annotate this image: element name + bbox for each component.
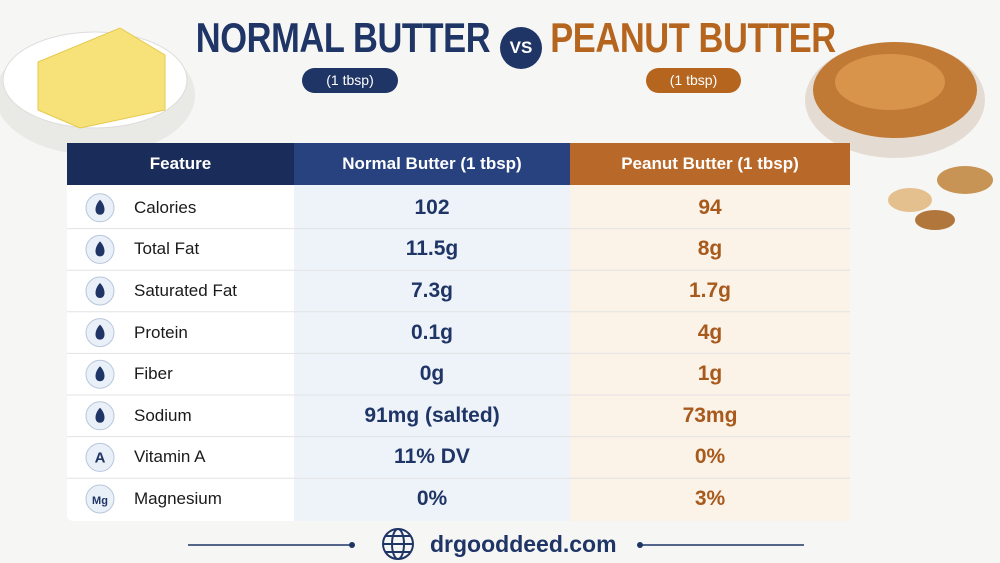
peanut <box>888 188 932 212</box>
row-icon <box>85 442 115 472</box>
peanut-value: 8g <box>697 237 723 261</box>
peanut <box>937 166 993 194</box>
icon-glyph <box>95 241 105 257</box>
normal-value: 7.3g <box>410 278 454 302</box>
icon-glyph <box>95 324 105 340</box>
feature-name: Vitamin A <box>134 447 206 467</box>
peanut-value: 4g <box>697 320 723 344</box>
website: drgooddeed.com <box>430 531 617 557</box>
right-subtitle: (1 tbsp) <box>646 68 741 93</box>
column-header: Peanut Butter (1 tbsp) <box>621 154 799 173</box>
footer-dot <box>349 542 355 548</box>
footer-dot <box>637 542 643 548</box>
peanut <box>915 210 955 230</box>
header-bg <box>294 143 570 185</box>
left-subtitle: (1 tbsp) <box>302 68 398 93</box>
right-title: PEANUT BUTTER <box>550 14 836 61</box>
feature-name: Saturated Fat <box>134 280 238 300</box>
feature-name: Sodium <box>134 405 192 425</box>
left-title: NORMAL BUTTER <box>195 14 491 61</box>
peanut-value: 1.7g <box>688 278 732 302</box>
icon-glyph <box>95 407 105 423</box>
normal-value: 102 <box>414 195 450 219</box>
feature-name: Magnesium <box>134 488 222 508</box>
header-bg <box>570 143 850 185</box>
pb-swirl <box>835 54 945 110</box>
normal-value: 11.5g <box>405 237 459 261</box>
column-header: Feature <box>149 154 212 173</box>
peanut-value: 73mg <box>682 403 738 427</box>
icon-glyph <box>95 283 105 298</box>
butter-block <box>37 27 166 129</box>
peanut-value: 1g <box>697 362 723 386</box>
feature-name: Calories <box>134 197 197 217</box>
icon-glyph <box>95 199 105 215</box>
globe-icon <box>382 528 414 560</box>
vs-badge <box>500 27 542 69</box>
icon-label: Mg <box>92 495 108 507</box>
peanut-value: 94 <box>698 195 722 219</box>
feature-name: Total Fat <box>134 239 200 259</box>
normal-value: 91mg (salted) <box>364 403 500 427</box>
feature-name: Protein <box>134 322 188 342</box>
peanut-value: 0% <box>694 445 726 469</box>
normal-value: 0% <box>416 486 448 510</box>
header-bg <box>67 143 294 185</box>
icon-label: A <box>95 449 106 466</box>
normal-value: 0g <box>419 362 445 386</box>
icon-glyph <box>95 366 105 382</box>
peanut-value: 3% <box>694 486 726 510</box>
column-header: Normal Butter (1 tbsp) <box>342 154 522 173</box>
vs-label: VS <box>509 38 533 57</box>
normal-value: 0.1g <box>410 320 454 344</box>
normal-value: 11% DV <box>394 445 470 469</box>
row-icon <box>85 484 115 514</box>
feature-name: Fiber <box>134 364 173 384</box>
